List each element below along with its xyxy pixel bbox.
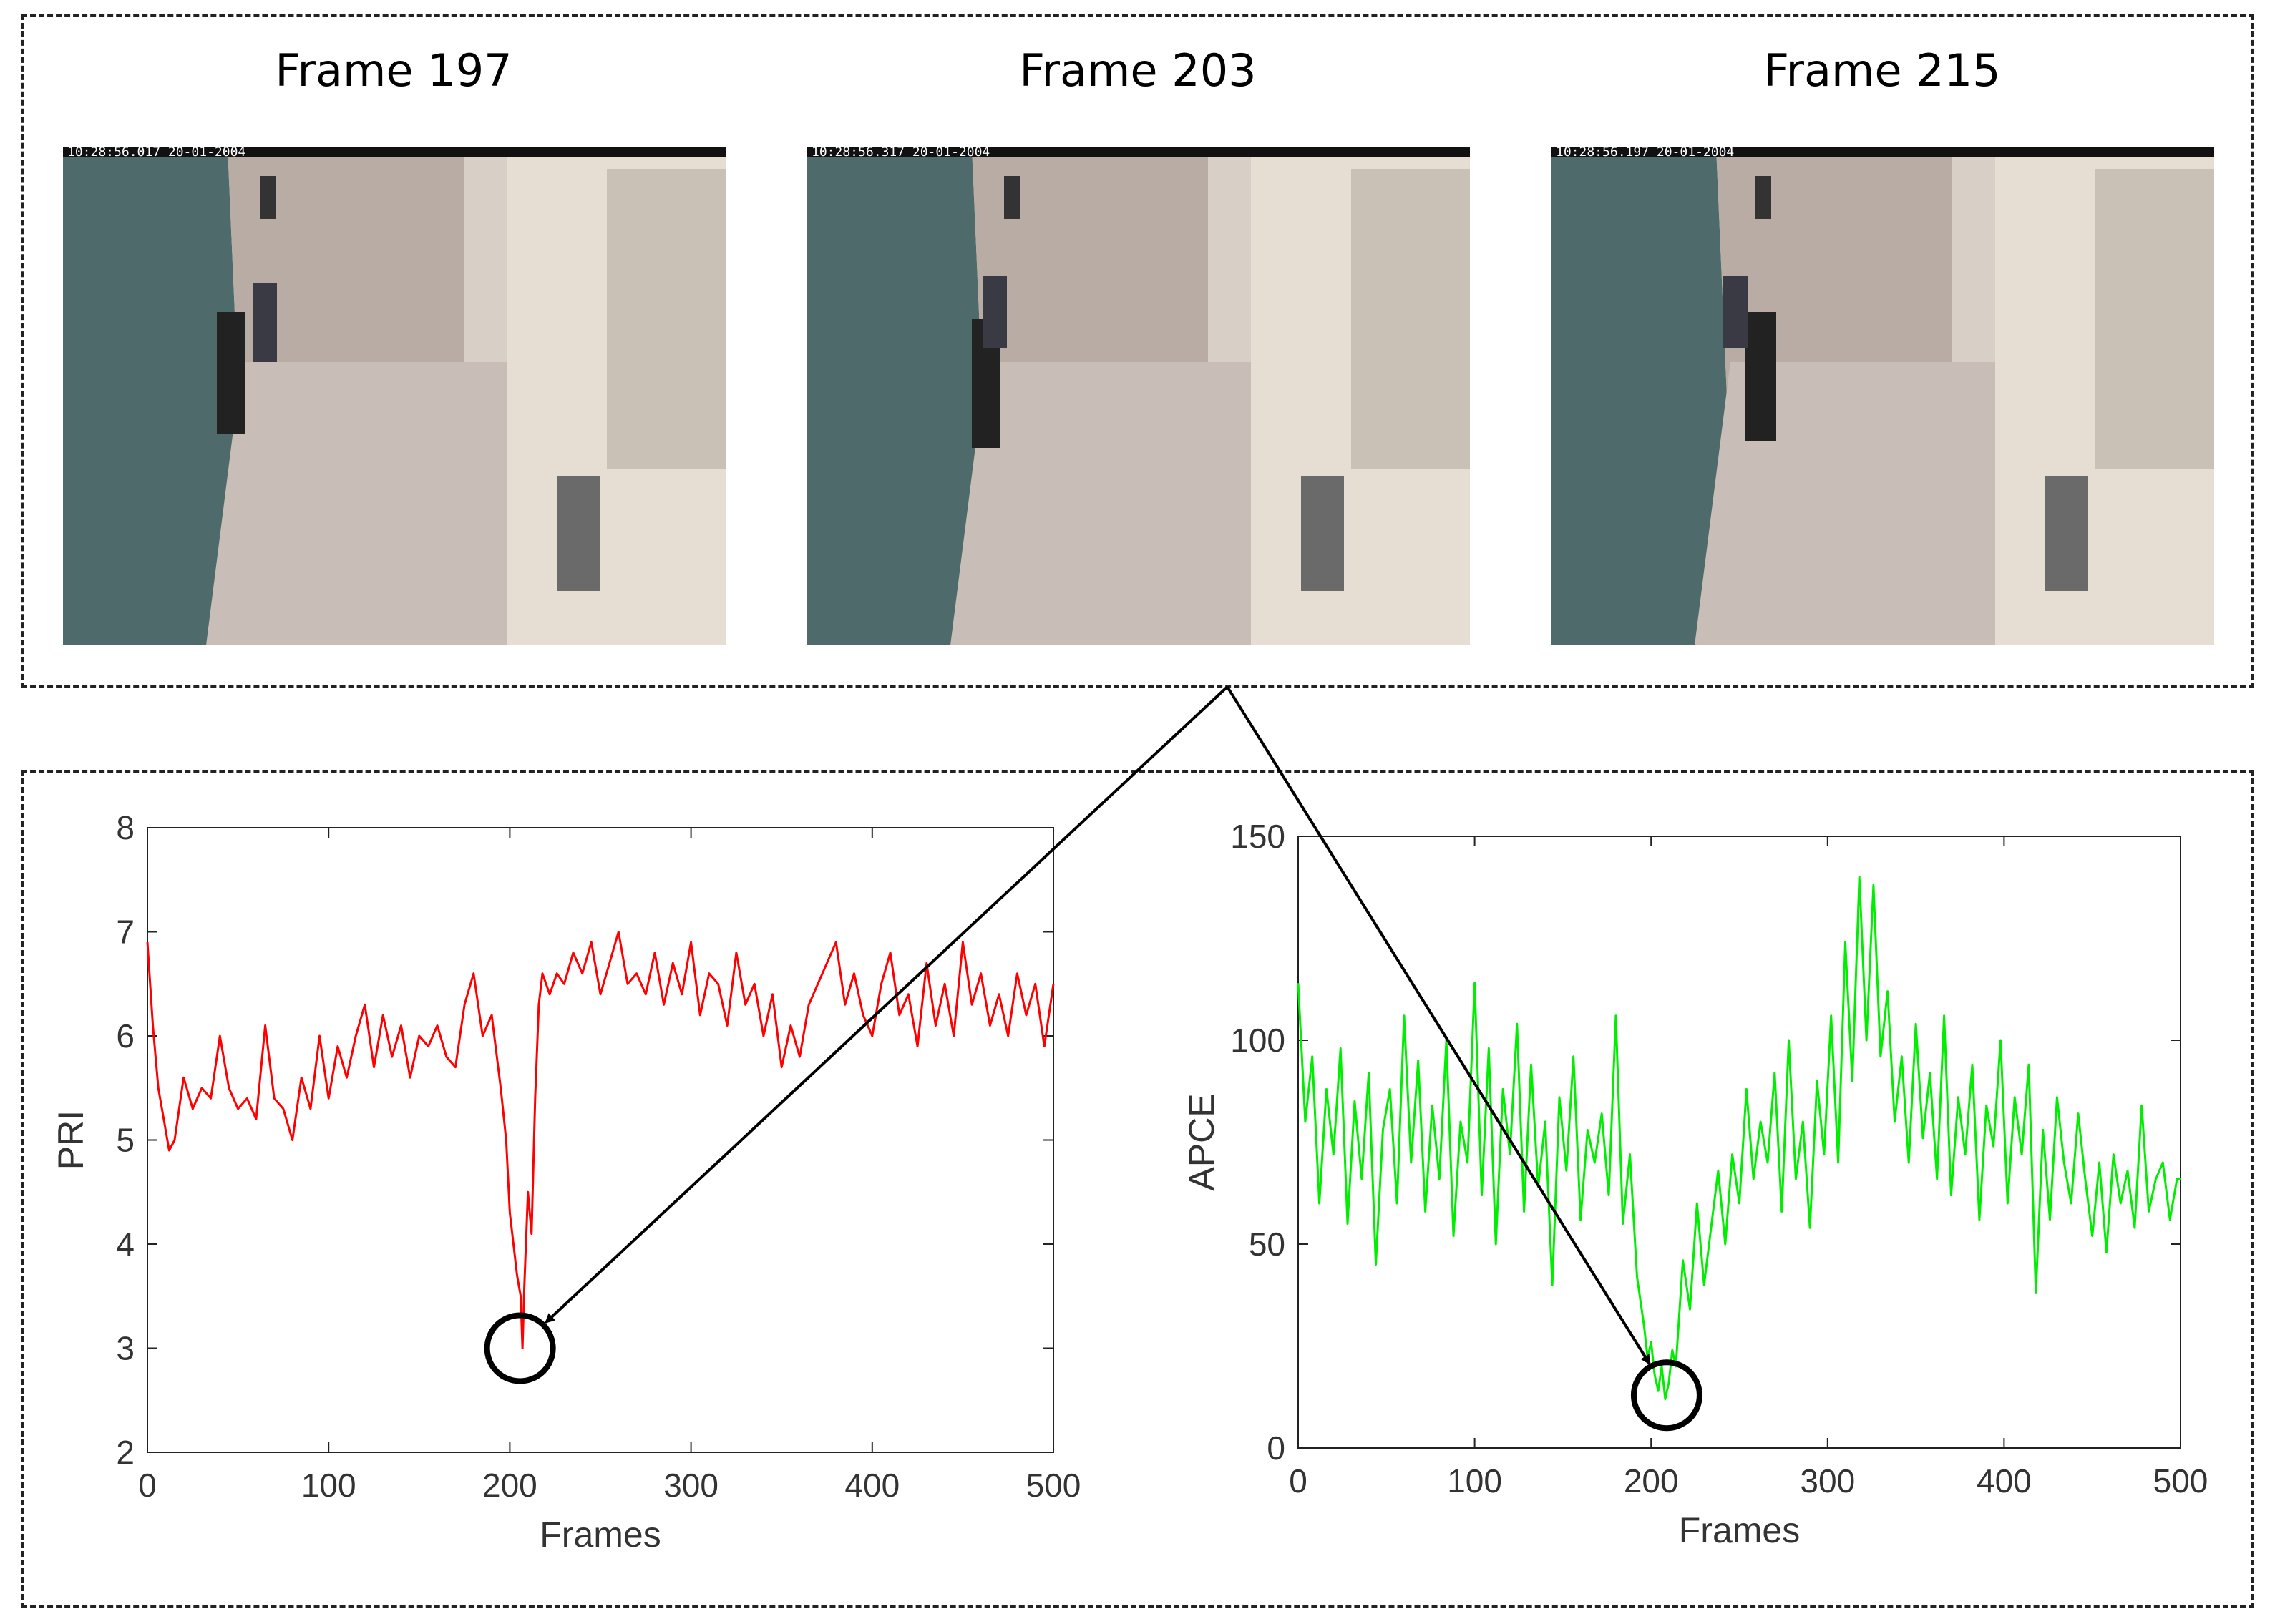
series-line <box>146 931 1055 1349</box>
x-tick-label: 0 <box>1289 1462 1307 1500</box>
x-tick-label: 200 <box>482 1467 537 1504</box>
x-tick-label: 100 <box>301 1467 356 1504</box>
x-tick-label: 400 <box>844 1467 900 1504</box>
y-tick-label: 7 <box>116 914 135 951</box>
frame-title-215: Frame 215 <box>1763 44 2001 97</box>
frame-timestamp-203: 10:28:56.317 20-01-2004 <box>812 147 990 160</box>
frame-image-197: 10:28:56.017 20-01-2004 <box>63 147 726 645</box>
pri-minimum-marker <box>484 1312 556 1384</box>
apce-chart: 0 100 200 300 400 500 0 50 100 150 Frames APCE <box>1182 818 2208 1550</box>
arrow-to-pri-minimum <box>545 685 1229 1324</box>
y-axis-label: PRI <box>51 1110 91 1170</box>
y-tick-label: 0 <box>1267 1429 1285 1467</box>
x-tick-label: 100 <box>1447 1462 1502 1500</box>
pri-chart: 0 100 200 300 400 500 2 3 4 5 6 7 8 Frames PRI <box>51 809 1081 1555</box>
y-axis-label: APCE <box>1182 1093 1222 1190</box>
x-axis-label: Frames <box>1679 1510 1800 1550</box>
y-tick-label: 3 <box>116 1330 135 1367</box>
plot-area-frame <box>147 827 1054 1453</box>
x-tick-label: 300 <box>663 1467 718 1504</box>
x-tick-label: 300 <box>1800 1462 1855 1500</box>
y-tick-label: 50 <box>1249 1226 1285 1263</box>
apce-minimum-marker <box>1630 1359 1702 1432</box>
x-tick-label: 0 <box>138 1467 157 1504</box>
arrow-to-apce-minimum <box>1226 685 1651 1365</box>
y-tick-label: 6 <box>116 1017 135 1055</box>
series-line <box>1297 876 2181 1401</box>
y-tick-label: 150 <box>1230 818 1285 855</box>
x-axis-label: Frames <box>540 1515 661 1555</box>
plot-area-frame <box>1297 836 2181 1449</box>
frame-image-203: 10:28:56.317 20-01-2004 <box>807 147 1470 645</box>
person-figure <box>1745 312 1776 441</box>
x-tick-label: 200 <box>1624 1462 1679 1500</box>
person-figure <box>217 312 245 434</box>
y-tick-label: 2 <box>116 1434 135 1471</box>
frame-title-197: Frame 197 <box>275 44 512 97</box>
x-tick-label: 500 <box>1026 1467 1081 1504</box>
annotations <box>484 685 1702 1432</box>
frames-panel <box>21 14 2254 688</box>
y-tick-label: 5 <box>116 1122 135 1159</box>
frame-title-203: Frame 203 <box>1019 44 1257 97</box>
x-tick-label: 400 <box>1977 1462 2032 1500</box>
y-tick-label: 100 <box>1230 1022 1285 1059</box>
frame-image-215: 10:28:56.197 20-01-2004 <box>1551 147 2214 645</box>
y-tick-label: 8 <box>116 809 135 846</box>
frame-timestamp-197: 10:28:56.017 20-01-2004 <box>67 147 245 160</box>
x-tick-label: 500 <box>2153 1462 2208 1500</box>
y-tick-label: 4 <box>116 1226 135 1263</box>
frame-timestamp-215: 10:28:56.197 20-01-2004 <box>1556 147 1734 160</box>
